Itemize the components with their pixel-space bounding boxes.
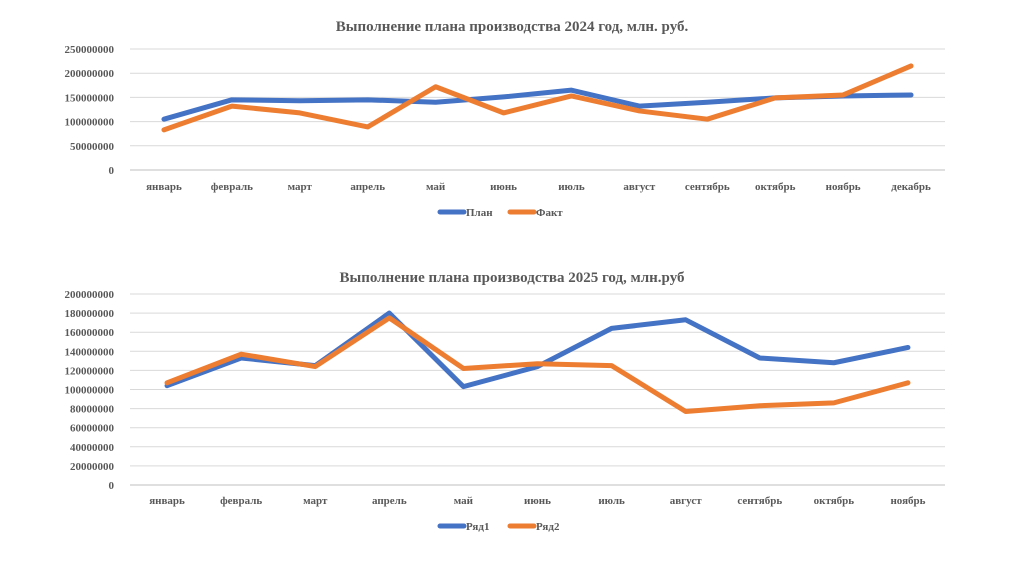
x-tick-label: апрель [350, 181, 385, 193]
x-tick-label: сентябрь [737, 495, 782, 507]
x-tick-label: февраль [220, 495, 262, 507]
x-tick-label: январь [146, 181, 182, 193]
y-tick-label: 20000000 [70, 461, 115, 473]
x-tick-label: май [426, 181, 446, 193]
chart-title: Выполнение плана производства 2024 год, … [336, 19, 689, 35]
y-tick-label: 50000000 [70, 141, 115, 153]
x-tick-label: март [303, 495, 328, 507]
y-tick-label: 100000000 [65, 385, 115, 397]
x-tick-label: август [623, 181, 655, 193]
x-tick-label: май [454, 495, 474, 507]
x-tick-label: декабрь [891, 181, 931, 193]
legend-label: План [466, 207, 493, 219]
x-tick-label: апрель [372, 495, 407, 507]
x-tick-label: октябрь [755, 181, 796, 193]
y-tick-label: 100000000 [65, 117, 115, 129]
y-tick-label: 120000000 [65, 365, 115, 377]
y-tick-label: 0 [109, 480, 115, 492]
x-tick-label: июнь [524, 495, 551, 507]
x-tick-label: ноябрь [890, 495, 925, 507]
legend-label: Ряд1 [466, 521, 489, 533]
y-tick-label: 200000000 [65, 68, 115, 80]
x-tick-label: март [288, 181, 313, 193]
x-tick-label: июль [598, 495, 625, 507]
y-tick-label: 150000000 [65, 92, 115, 104]
y-tick-label: 200000000 [65, 289, 115, 301]
series-line-1 [164, 310, 911, 390]
legend-label: Факт [536, 207, 563, 219]
x-tick-label: сентябрь [685, 181, 730, 193]
y-tick-label: 80000000 [70, 404, 115, 416]
series-line-2 [161, 63, 914, 133]
x-tick-label: февраль [211, 181, 253, 193]
x-tick-label: август [670, 495, 702, 507]
y-tick-label: 140000000 [65, 346, 115, 358]
y-tick-label: 60000000 [70, 423, 115, 435]
x-tick-label: ноябрь [826, 181, 861, 193]
chart-title: Выполнение плана производства 2025 год, … [339, 270, 684, 286]
chart-1: Выполнение плана производства 2024 год, … [65, 19, 945, 219]
chart-2: Выполнение плана производства 2025 год, … [65, 270, 945, 533]
y-tick-label: 0 [109, 165, 115, 177]
x-tick-label: июнь [490, 181, 517, 193]
y-tick-label: 180000000 [65, 308, 115, 320]
y-tick-label: 160000000 [65, 327, 115, 339]
x-tick-label: октябрь [814, 495, 855, 507]
x-tick-label: январь [149, 495, 185, 507]
legend-label: Ряд2 [536, 521, 560, 533]
x-tick-label: июль [558, 181, 585, 193]
y-tick-label: 40000000 [70, 442, 115, 454]
y-tick-label: 250000000 [65, 44, 115, 56]
